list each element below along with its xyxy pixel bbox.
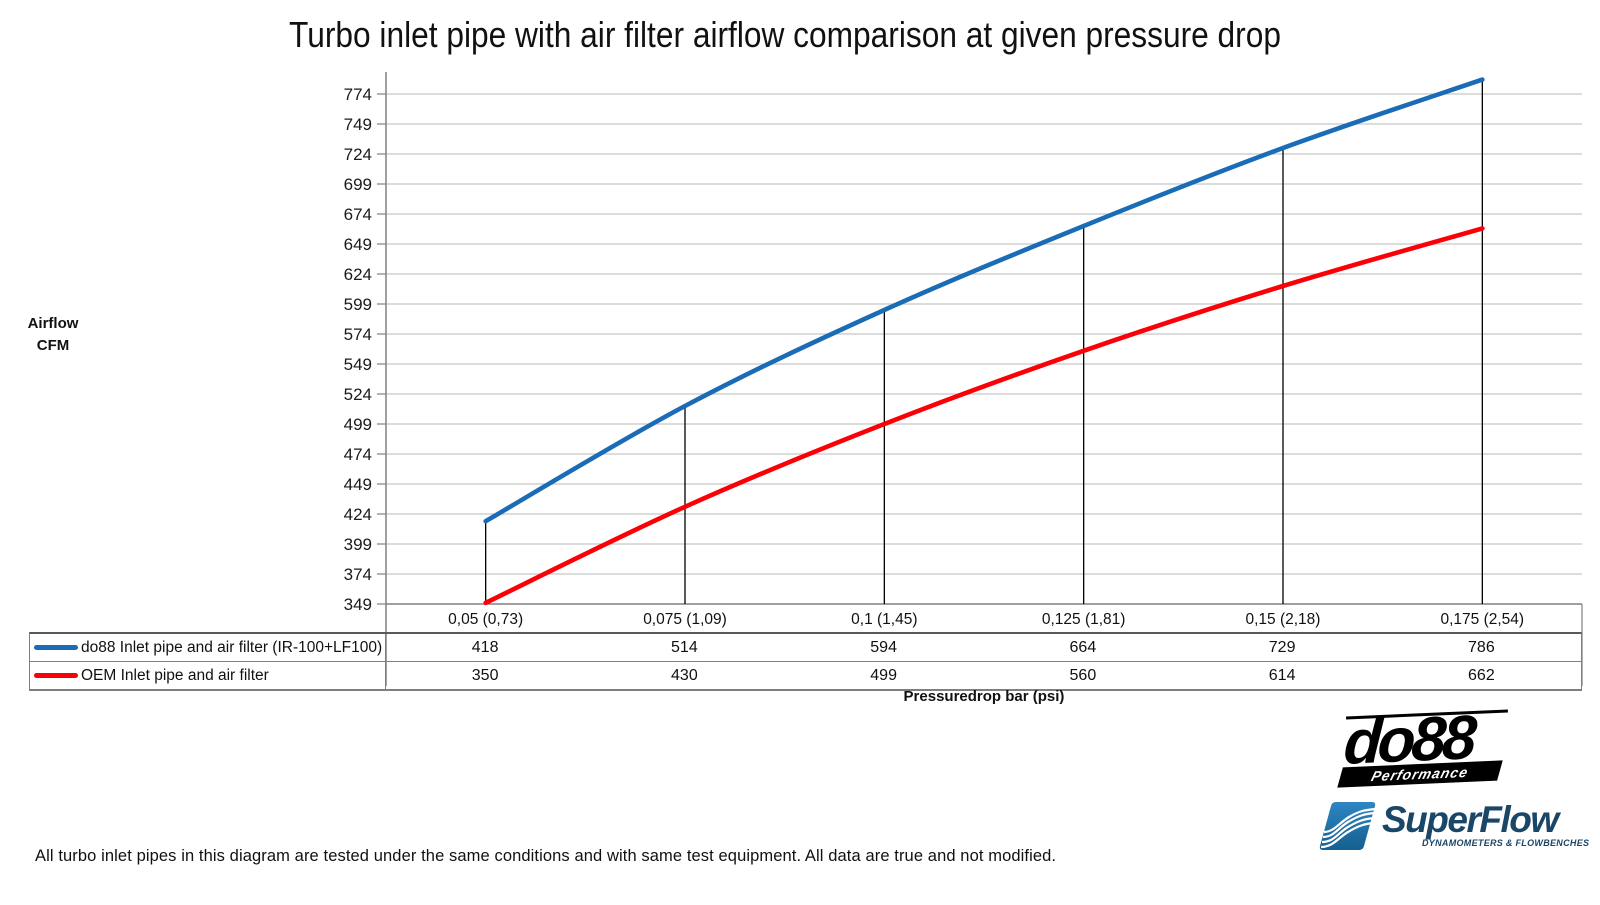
legend-cell: OEM Inlet pipe and air filter bbox=[30, 662, 386, 689]
y-tick-label: 574 bbox=[344, 325, 372, 344]
superflow-logo: SuperFlow DYNAMOMETERS & FLOWBENCHES bbox=[1318, 797, 1589, 855]
y-tick-label: 374 bbox=[344, 565, 372, 584]
legend-swatch-oem bbox=[34, 673, 78, 678]
legend-label: do88 Inlet pipe and air filter (IR-100+L… bbox=[81, 638, 383, 656]
do88-logo: do88 Performance bbox=[1336, 698, 1554, 790]
table-value-cell: 729 bbox=[1268, 638, 1296, 656]
y-tick-label: 749 bbox=[344, 115, 372, 134]
y-tick-label: 499 bbox=[344, 415, 372, 434]
legend-label: OEM Inlet pipe and air filter bbox=[81, 666, 269, 684]
table-value-cell: 499 bbox=[870, 666, 897, 684]
y-tick-label: 424 bbox=[344, 505, 372, 524]
y-tick-label: 449 bbox=[344, 475, 372, 494]
footer-note: All turbo inlet pipes in this diagram ar… bbox=[35, 847, 1057, 865]
y-tick-label: 774 bbox=[344, 85, 372, 104]
superflow-wordmark: SuperFlow bbox=[1382, 799, 1559, 840]
category-label: 0,05 (0,73) bbox=[448, 611, 524, 628]
y-axis-title-line2: CFM bbox=[36, 337, 70, 354]
table-value-cell: 514 bbox=[671, 638, 698, 656]
y-tick-label: 649 bbox=[344, 235, 372, 254]
table-row: OEM Inlet pipe and air filter 350 430 499 56… bbox=[30, 661, 1581, 689]
y-tick-label: 624 bbox=[344, 265, 372, 284]
legend-swatch-do88 bbox=[34, 645, 78, 650]
category-label: 0,15 (2,18) bbox=[1245, 611, 1321, 628]
y-tick-label: 349 bbox=[344, 595, 372, 614]
y-axis-title: Airflow CFM bbox=[10, 313, 96, 357]
table-value-cell: 662 bbox=[1468, 666, 1495, 684]
table-value-cell: 430 bbox=[671, 666, 698, 684]
superflow-swoosh-icon bbox=[1319, 802, 1376, 850]
table-value-cell: 560 bbox=[1069, 666, 1097, 684]
x-axis-title: Pressuredrop bar (psi) bbox=[903, 688, 1065, 705]
category-label: 0,175 (2,54) bbox=[1440, 611, 1525, 628]
legend-cell: do88 Inlet pipe and air filter (IR-100+L… bbox=[30, 634, 386, 661]
table-value-cell: 418 bbox=[471, 638, 499, 656]
table-value-cell: 594 bbox=[870, 638, 897, 656]
y-tick-label: 699 bbox=[344, 175, 372, 194]
do88-logo-tagline: Performance bbox=[1369, 763, 1471, 785]
y-tick-label: 474 bbox=[344, 445, 372, 464]
y-tick-label: 549 bbox=[344, 355, 372, 374]
data-table: do88 Inlet pipe and air filter (IR-100+L… bbox=[29, 632, 1582, 691]
category-label: 0,075 (1,09) bbox=[643, 611, 727, 628]
y-tick-label: 599 bbox=[344, 295, 372, 314]
y-tick-label: 674 bbox=[344, 205, 372, 224]
table-value-cell: 350 bbox=[471, 666, 499, 684]
series-line-do88 bbox=[483, 77, 1485, 524]
category-label: 0,1 (1,45) bbox=[851, 611, 918, 628]
superflow-tagline: DYNAMOMETERS & FLOWBENCHES bbox=[1422, 838, 1590, 848]
category-label-row: 0,05 (0,73) 0,075 (1,09) 0,1 (1,45) 0,125 (… bbox=[386, 604, 1582, 632]
y-tick-label: 524 bbox=[344, 385, 372, 404]
table-value-cell: 614 bbox=[1268, 666, 1296, 684]
category-label: 0,125 (1,81) bbox=[1041, 611, 1126, 628]
table-value-cell: 664 bbox=[1069, 638, 1097, 656]
y-tick-label: 399 bbox=[344, 535, 372, 554]
table-value-cell: 786 bbox=[1468, 638, 1495, 656]
chart-title: Turbo inlet pipe with air filter airflow… bbox=[289, 14, 1281, 55]
series-line-oem bbox=[483, 226, 1485, 606]
table-row: do88 Inlet pipe and air filter (IR-100+L… bbox=[30, 634, 1581, 661]
y-tick-label: 724 bbox=[344, 145, 372, 164]
y-axis-title-line1: Airflow bbox=[27, 315, 79, 332]
